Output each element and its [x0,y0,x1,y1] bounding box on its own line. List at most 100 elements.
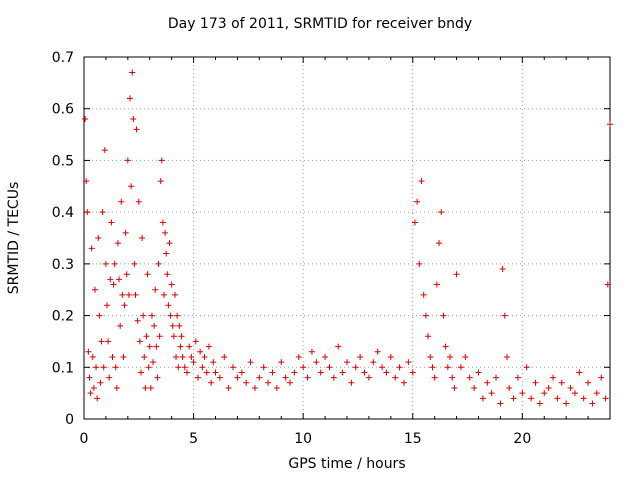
data-point [567,384,574,391]
data-point [85,348,92,355]
data-point [82,116,89,123]
data-point [409,369,416,376]
data-point [145,364,152,371]
chart-title: Day 173 of 2011, SRMTID for receiver bnd… [167,16,473,32]
data-point [100,364,107,371]
data-point [108,219,115,226]
data-point [117,322,124,329]
data-point [133,126,140,133]
data-point [174,312,181,319]
data-point [169,322,176,329]
data-point [153,343,160,350]
data-point [442,343,449,350]
data-point [121,302,128,309]
data-point [510,395,517,402]
y-tick-label: 0 [65,412,74,428]
data-point [152,286,159,293]
data-point [221,353,228,360]
data-point [335,343,342,350]
data-point [471,384,478,391]
data-point [86,374,93,381]
data-point [457,364,464,371]
data-point [607,121,613,128]
y-tick-label: 0.3 [52,257,74,273]
data-point [326,364,333,371]
data-point [179,353,186,360]
data-point [157,178,164,185]
data-point [178,333,185,340]
data-point [265,379,272,386]
data-point [585,379,592,386]
data-point [170,333,177,340]
data-point [89,353,96,360]
data-point [425,333,432,340]
data-point [269,369,276,376]
data-point [99,209,106,216]
data-point [106,374,113,381]
data-point [427,353,434,360]
data-point [166,240,173,247]
data-point [163,250,170,257]
data-point [497,400,504,407]
data-point [304,374,311,381]
data-point [308,348,315,355]
data-point [420,291,427,298]
data-point [91,286,98,293]
data-point [120,353,127,360]
data-point [411,219,418,226]
data-point [414,198,421,205]
data-point [147,384,154,391]
data-point [112,364,119,371]
data-point [602,395,609,402]
data-point [212,369,219,376]
data-point [94,395,101,402]
data-point [374,348,381,355]
data-point [188,353,195,360]
data-point [87,390,94,397]
y-tick-label: 0.1 [52,360,74,376]
data-point [148,312,155,319]
data-point [151,322,158,329]
data-point [528,395,535,402]
data-point [519,390,526,397]
data-point [282,374,289,381]
data-point [447,353,454,360]
data-point [438,209,445,216]
data-point [88,245,95,252]
data-point [110,281,117,288]
data-point [216,374,223,381]
data-point [125,291,132,298]
data-point [168,281,175,288]
data-point [158,157,165,164]
data-point [392,374,399,381]
data-point [146,343,153,350]
data-point [431,374,438,381]
data-point [162,229,169,236]
data-point [154,374,161,381]
data-point [111,260,118,267]
data-point [563,400,570,407]
data-point [124,157,131,164]
data-point [135,198,142,205]
data-point [139,235,146,241]
data-point [418,178,425,185]
data-point [541,390,548,397]
data-point [192,338,199,345]
data-point [260,364,267,371]
data-point [361,369,368,376]
data-point [493,374,500,381]
data-point [462,353,469,360]
data-point [116,276,123,283]
data-point [479,395,486,402]
x-tick-label: 5 [189,431,198,447]
data-point [545,384,552,391]
y-tick-label: 0.4 [52,205,74,221]
data-point [136,338,143,345]
data-point [433,281,440,288]
data-point [598,374,605,381]
data-point [387,353,394,360]
data-point [141,353,148,360]
data-point [129,69,136,76]
data-point [165,302,172,309]
data-point [142,384,149,391]
